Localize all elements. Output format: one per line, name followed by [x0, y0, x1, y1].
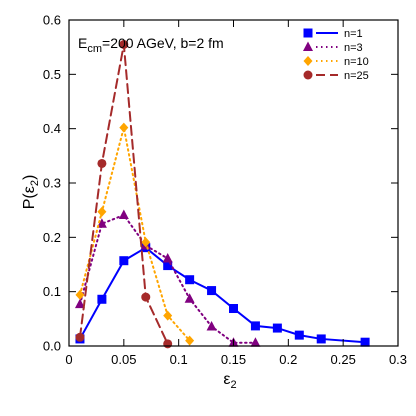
data-point-n-10	[185, 335, 195, 346]
data-point-n-10	[97, 206, 107, 217]
legend-label-n-1: n=1	[344, 28, 363, 40]
series-line-n-10	[78, 127, 191, 342]
y-tick-label: 0.6	[43, 13, 61, 28]
y-tick-label: 0.0	[43, 339, 61, 354]
data-point-n-3	[250, 337, 261, 347]
data-point-n-3	[184, 293, 195, 303]
x-tick-label: 0.3	[389, 352, 407, 367]
data-point-n-10	[119, 122, 129, 133]
y-tick-label: 0.5	[43, 67, 61, 82]
data-point-n-1	[250, 321, 260, 331]
legend-entry-n-1: n=1	[303, 28, 363, 40]
x-tick-label: 0.05	[111, 352, 136, 367]
legend-entry-n-10: n=10	[303, 56, 369, 68]
series-n-10	[75, 122, 195, 346]
tick-layer: 0 0.05 0.1 0.15 0.2 0.25 0.3 0.0 0.1 0.2 0.3 0.4 0.5…	[43, 13, 407, 368]
data-point-n-1	[316, 334, 326, 344]
data-point-n-25	[163, 339, 173, 349]
data-point-n-3	[162, 253, 173, 263]
x-tick-label: 0.25	[331, 352, 356, 367]
y-axis-title: P(ε2)	[21, 175, 41, 210]
x-tick-label: 0.15	[221, 352, 246, 367]
data-point-n-1	[163, 261, 173, 271]
data-point-n-25	[75, 332, 85, 342]
legend-entry-n-25: n=25	[303, 70, 369, 82]
series-n-1	[75, 243, 370, 347]
x-tick-label: 0	[65, 352, 72, 367]
data-point-n-25	[97, 158, 107, 168]
data-point-n-1	[119, 256, 129, 266]
data-point-n-1	[229, 304, 238, 314]
legend-marker-n-25	[303, 70, 313, 80]
data-point-n-1	[272, 323, 282, 333]
data-point-n-3	[96, 218, 107, 228]
series-n-25	[75, 39, 173, 349]
data-point-n-25	[141, 292, 151, 302]
y-tick-label: 0.3	[43, 176, 61, 191]
series-n-3	[74, 209, 261, 347]
data-point-n-1	[185, 275, 195, 285]
x-tick-label: 0.1	[170, 352, 188, 367]
chart-annotation: Ecm=200 AGeV, b=2 fm	[78, 35, 224, 55]
legend-label-n-25: n=25	[344, 70, 369, 82]
y-tick-label: 0.2	[43, 230, 61, 245]
series-line-n-25	[78, 44, 169, 345]
data-point-n-10	[163, 310, 173, 321]
series-line-n-3	[78, 213, 257, 344]
data-point-n-1	[294, 330, 304, 340]
legend: n=1 n=3 n=10 n=25	[303, 28, 369, 82]
series-layer	[74, 39, 370, 349]
legend-marker-n-10	[303, 56, 313, 66]
legend-label-n-10: n=10	[344, 56, 369, 68]
data-point-n-1	[207, 286, 217, 296]
data-point-n-25	[119, 39, 129, 49]
data-point-n-3	[118, 209, 129, 220]
legend-marker-n-1	[303, 28, 313, 38]
legend-marker-n-3	[303, 41, 313, 51]
data-point-n-1	[97, 294, 107, 304]
data-point-n-3	[206, 320, 217, 331]
x-tick-label: 0.2	[279, 352, 297, 367]
data-point-n-10	[141, 237, 151, 248]
data-point-n-10	[75, 289, 85, 300]
x-axis-title: ε2	[223, 371, 236, 391]
y-tick-label: 0.4	[43, 121, 61, 136]
data-point-n-3	[74, 298, 85, 309]
legend-label-n-3: n=3	[344, 42, 363, 54]
legend-entry-n-3: n=3	[303, 41, 363, 54]
data-point-n-1	[360, 337, 370, 347]
y-tick-label: 0.1	[43, 284, 61, 299]
